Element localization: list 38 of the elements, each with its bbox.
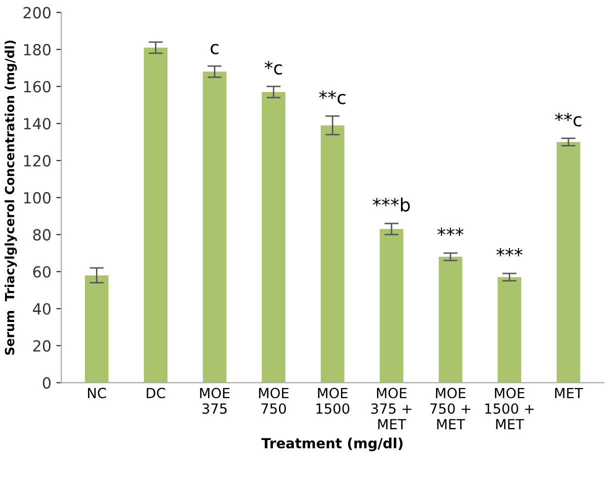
x-tick-label: MOE 1500 — [316, 388, 350, 414]
bar — [556, 142, 580, 383]
annotation: *** — [496, 248, 522, 256]
y-tick-label: 40 — [32, 303, 51, 315]
y-axis-title: Serum Triacylglycerol Concentration (mg/dl) — [4, 40, 17, 355]
bar — [202, 72, 226, 383]
x-tick-label: MET — [555, 388, 584, 398]
y-tick-label: 160 — [24, 80, 51, 92]
x-tick-label: MOE 1500 + MET — [485, 388, 534, 430]
annotation: **c — [554, 112, 582, 126]
y-tick-label: 60 — [33, 266, 51, 278]
annotation: **c — [319, 90, 346, 104]
x-tick-label: MOE 375 + MET — [371, 388, 412, 430]
bar — [144, 48, 168, 383]
bar — [380, 229, 404, 383]
y-tick-label: 0 — [42, 377, 51, 389]
bar — [320, 125, 344, 383]
annotation: ***b — [372, 198, 410, 212]
bar — [84, 275, 108, 383]
y-tick-label: 20 — [33, 340, 51, 352]
x-tick-label: NC — [88, 388, 106, 398]
y-tick-label: 100 — [24, 192, 51, 204]
annotation: c — [210, 44, 218, 54]
x-tick-label: MOE 375 — [200, 388, 230, 414]
x-tick-label: DC — [146, 388, 166, 398]
bar — [498, 277, 522, 383]
y-tick-label: 200 — [24, 6, 51, 18]
bar — [438, 256, 462, 383]
annotation: *** — [437, 228, 464, 236]
y-tick-label: 140 — [24, 118, 51, 130]
x-tick-label: MOE 750 — [259, 388, 289, 414]
x-axis-title: Treatment (mg/dl) — [261, 438, 403, 452]
x-tick-label: MOE 750 + MET — [430, 388, 470, 430]
y-tick-label: 120 — [24, 154, 51, 167]
bar — [262, 92, 286, 383]
y-tick-label: 80 — [33, 229, 51, 241]
annotation: *c — [264, 60, 282, 75]
y-tick-label: 180 — [24, 44, 51, 56]
